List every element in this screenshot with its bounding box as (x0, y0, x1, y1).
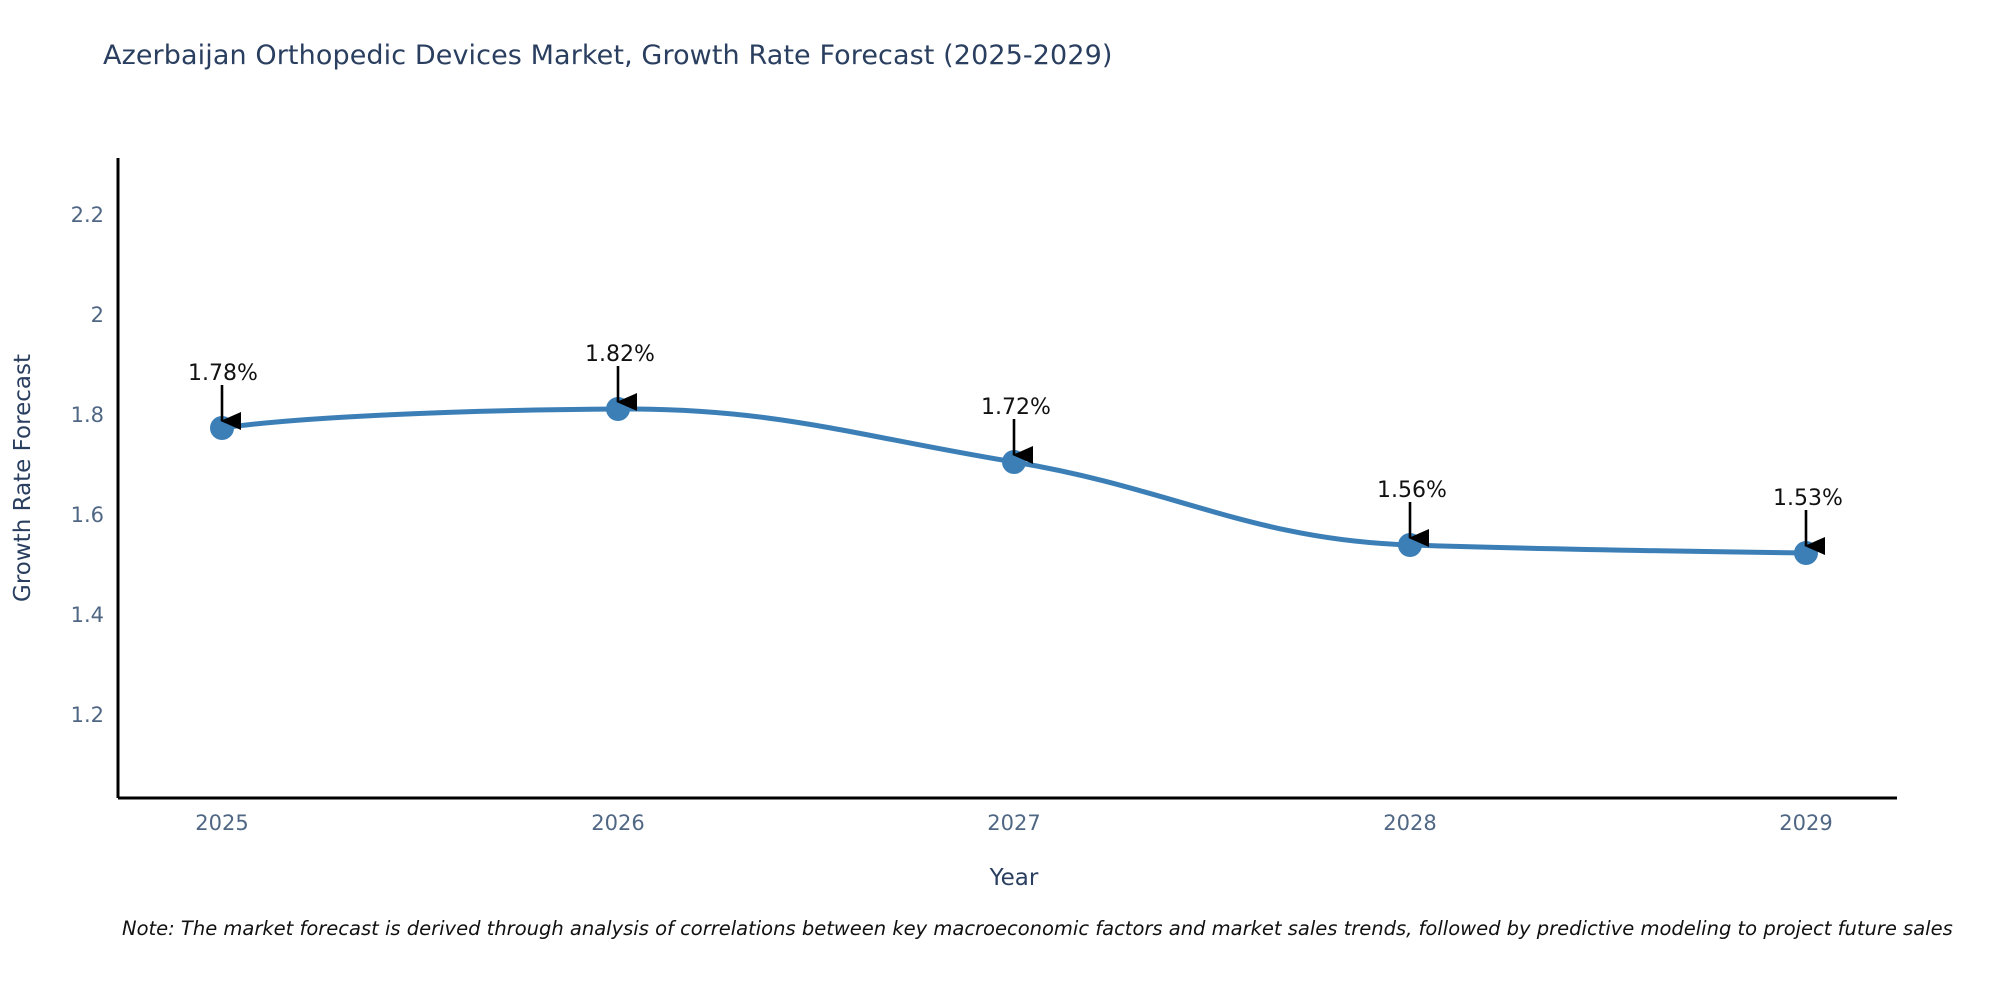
data-point-label: 1.53% (1773, 486, 1843, 511)
y-axis-title: Growth Rate Forecast (10, 354, 36, 602)
ytick-label: 1.8 (71, 403, 104, 427)
data-point-label: 1.82% (585, 342, 655, 367)
ytick-label: 1.2 (71, 703, 104, 727)
ytick-label: 1.6 (71, 503, 104, 527)
ytick-label: 2.2 (71, 203, 104, 227)
annotation-arrows (220, 366, 1826, 556)
xtick-label: 2025 (195, 811, 248, 835)
xtick-label: 2029 (1779, 811, 1832, 835)
xtick-label: 2026 (591, 811, 644, 835)
footnote: Note: The market forecast is derived thr… (122, 917, 1953, 940)
data-point-label: 1.72% (981, 395, 1051, 420)
data-point-labels: 1.78% 1.82% 1.72% 1.56% 1.53% (188, 342, 1843, 511)
x-axis-ticks: 2025 2026 2027 2028 2029 (195, 811, 1832, 835)
xtick-label: 2028 (1383, 811, 1436, 835)
data-point-label: 1.78% (188, 361, 258, 386)
ytick-label: 1.4 (71, 603, 104, 627)
ytick-label: 2 (91, 303, 104, 327)
data-point-label: 1.56% (1377, 478, 1447, 503)
x-axis-title: Year (989, 865, 1039, 891)
xtick-label: 2027 (987, 811, 1040, 835)
page-title: Azerbaijan Orthopedic Devices Market, Gr… (103, 40, 1113, 71)
y-axis-ticks: 2.2 2 1.8 1.6 1.4 1.2 (71, 203, 104, 727)
